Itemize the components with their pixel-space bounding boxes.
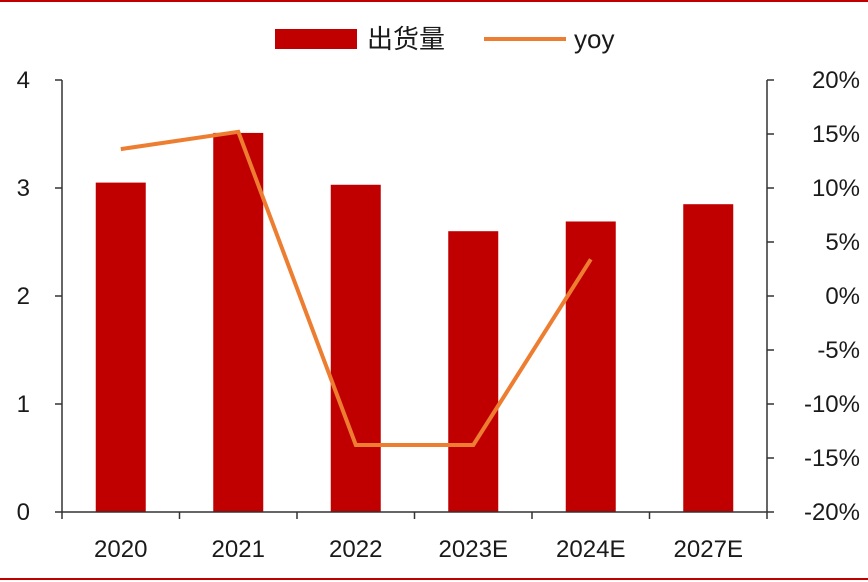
left-tick-label: 2 bbox=[17, 283, 30, 310]
x-tick-label: 2023E bbox=[439, 536, 508, 563]
right-tick-label: 10% bbox=[812, 175, 860, 202]
bar-series bbox=[95, 132, 734, 513]
right-tick-label: 20% bbox=[812, 67, 860, 94]
legend-label-bar: 出货量 bbox=[367, 24, 445, 54]
left-tick-label: 1 bbox=[17, 391, 30, 418]
x-tick-label: 2021 bbox=[212, 536, 265, 563]
bar-2020 bbox=[95, 182, 146, 512]
x-tick-label: 2022 bbox=[329, 536, 382, 563]
x-tick-label: 2020 bbox=[94, 536, 147, 563]
bar-2027E bbox=[683, 204, 734, 512]
right-tick-label: -20% bbox=[804, 499, 860, 526]
right-tick-label: 5% bbox=[825, 229, 860, 256]
bar-2021 bbox=[213, 132, 264, 513]
right-tick-label: 15% bbox=[812, 121, 860, 148]
yoy-line-series bbox=[120, 129, 593, 447]
left-tick-label: 3 bbox=[17, 175, 30, 202]
legend-swatch-bar bbox=[275, 29, 357, 49]
legend: 出货量 yoy bbox=[275, 24, 614, 54]
yoy-line bbox=[120, 129, 593, 447]
left-tick-label: 4 bbox=[17, 67, 30, 94]
x-tick-label: 2027E bbox=[674, 536, 743, 563]
bar-2022 bbox=[330, 184, 381, 512]
right-tick-label: 0% bbox=[825, 283, 860, 310]
x-tick-label: 2024E bbox=[556, 536, 625, 563]
left-tick-label: 0 bbox=[17, 499, 30, 526]
bar-2023E bbox=[448, 231, 499, 512]
right-tick-label: -10% bbox=[804, 391, 860, 418]
right-tick-label: -15% bbox=[804, 445, 860, 472]
axes: 0 1 2 3 4 -20% -15% -10% -5% 0% 5% 10% 15% 20% 2020 202… bbox=[17, 67, 860, 563]
bar-2024E bbox=[565, 221, 616, 513]
legend-label-line: yoy bbox=[574, 24, 614, 54]
right-tick-label: -5% bbox=[817, 337, 860, 364]
